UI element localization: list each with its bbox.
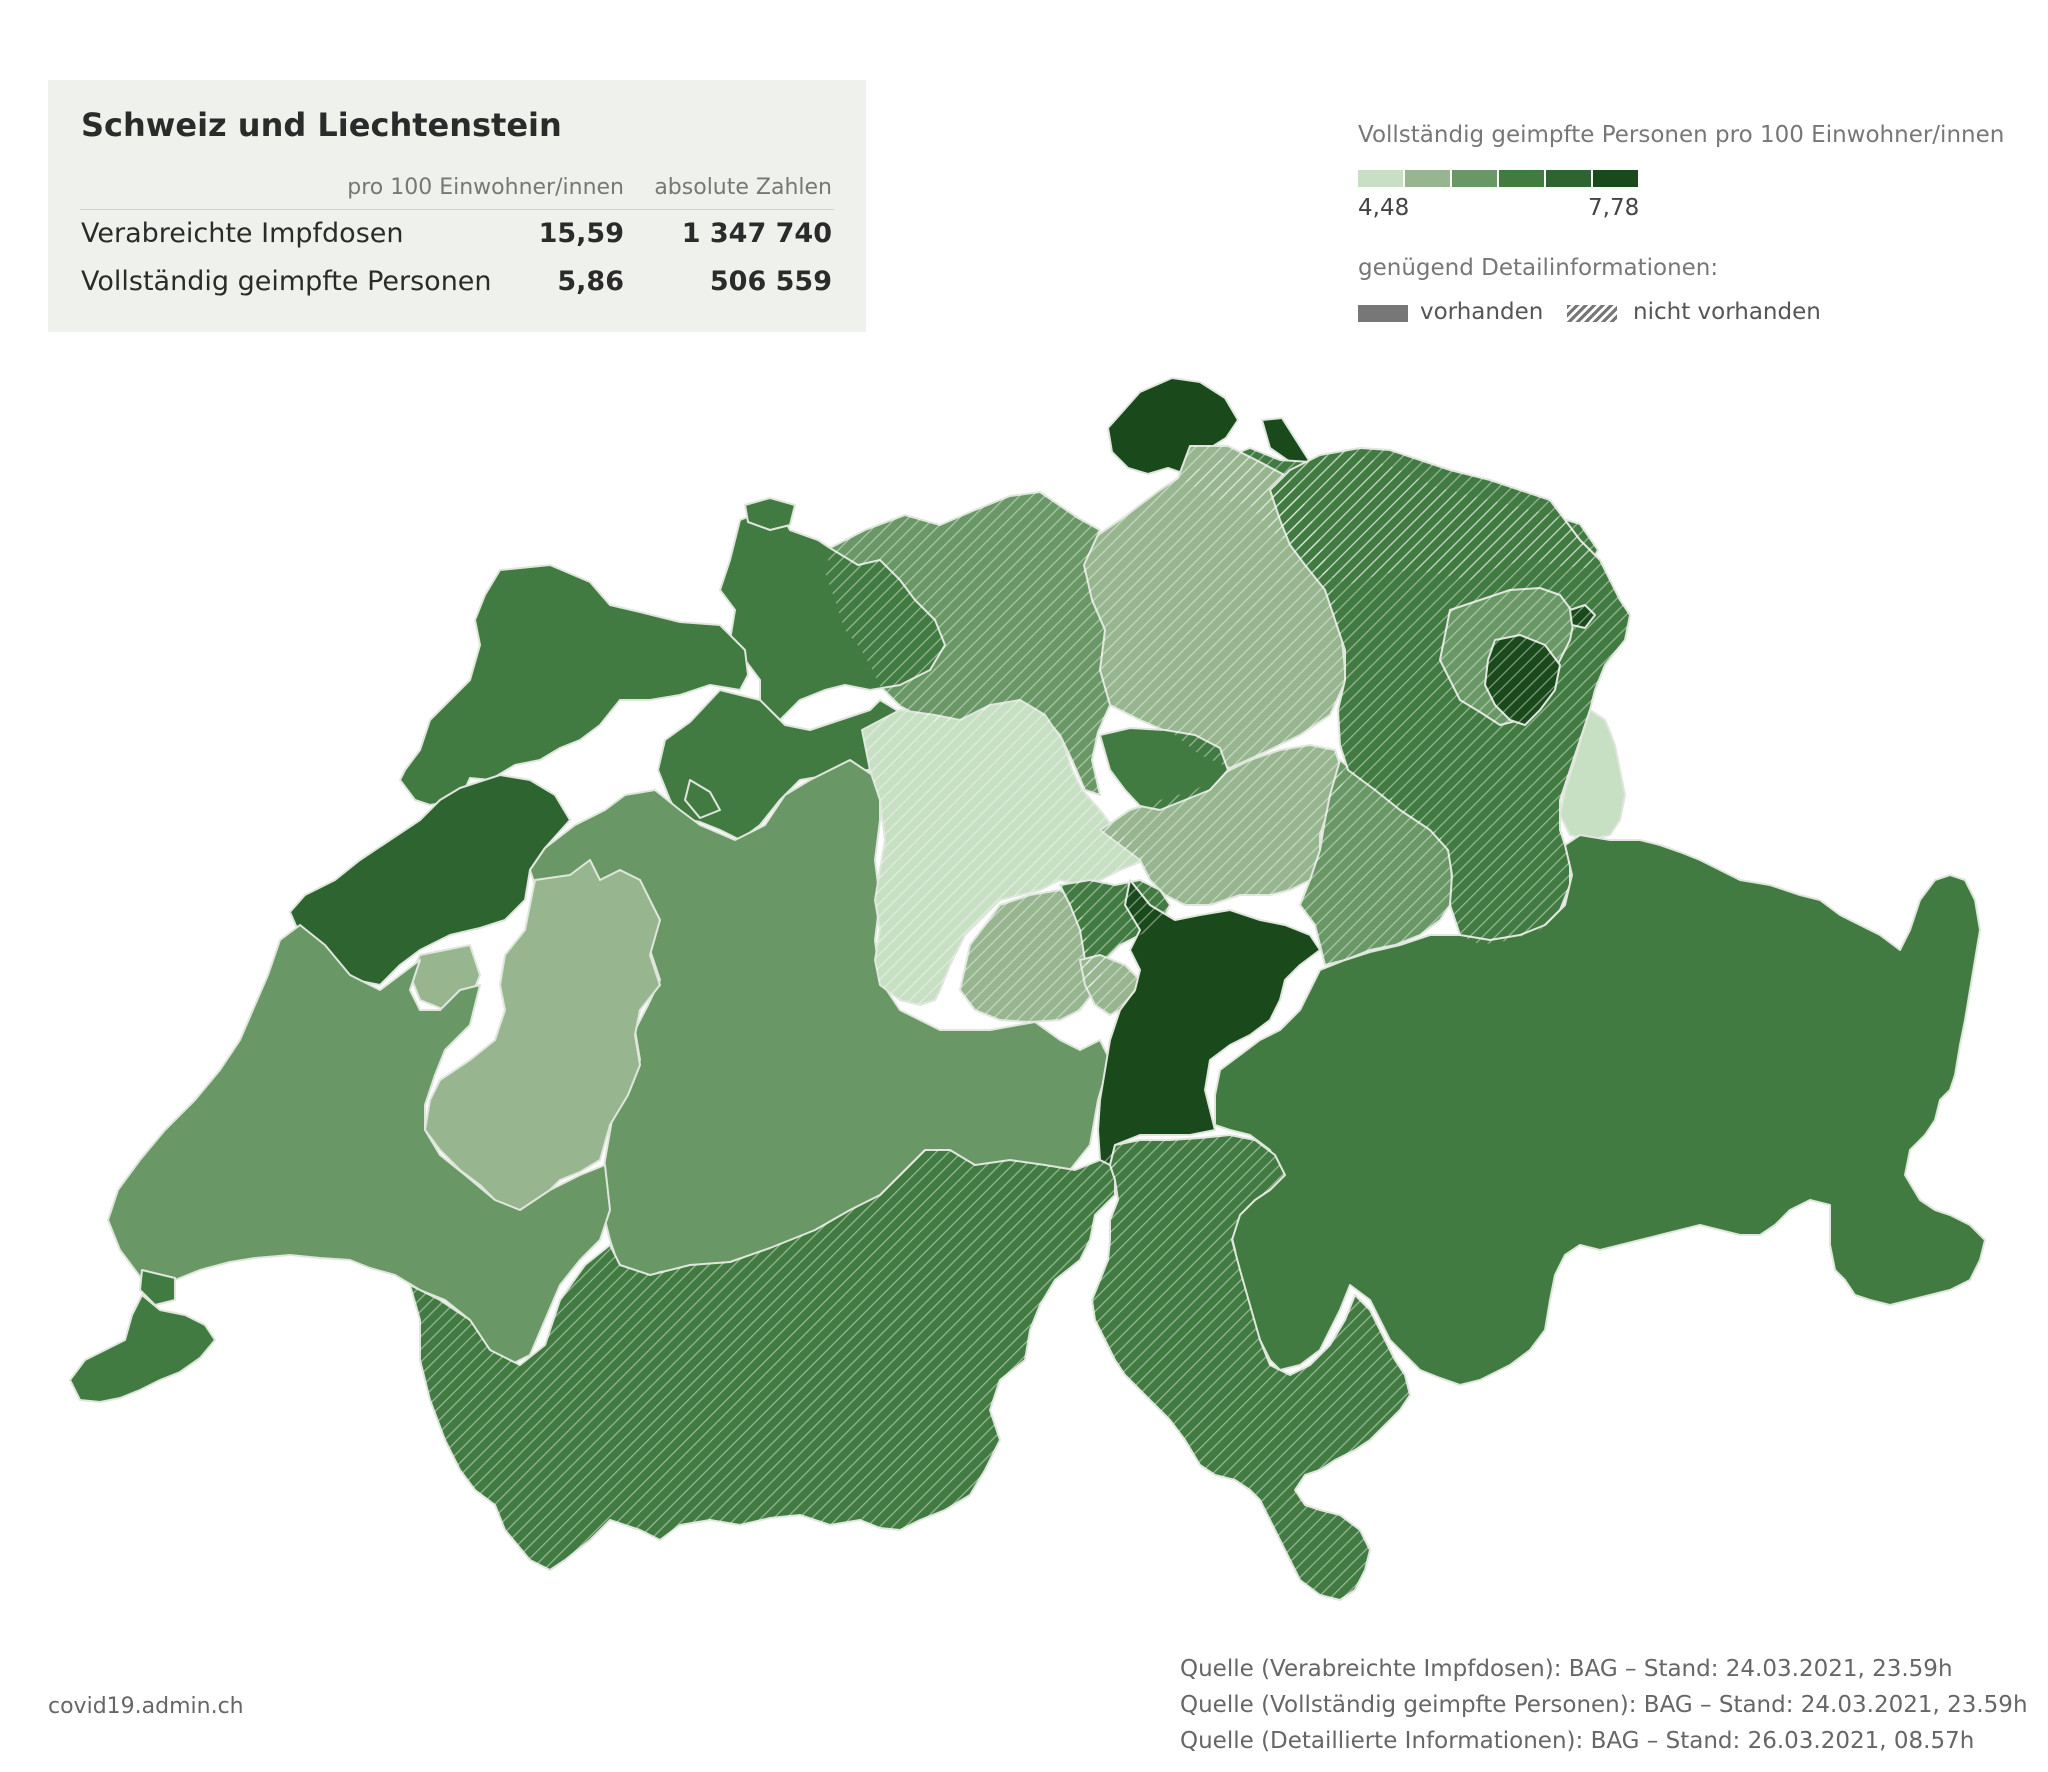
column-header-absolute: absolute Zahlen — [654, 175, 832, 200]
region-BS — [744, 497, 796, 531]
row-label-vaccinated: Vollständig geimpfte Personen — [81, 266, 492, 297]
region-FR — [424, 859, 661, 1211]
row-value-doses-per100: 15,59 — [538, 218, 624, 249]
source-line: Quelle (Vollständig geimpfte Personen): … — [1180, 1692, 2028, 1718]
hatch-overlay — [1270, 448, 1630, 945]
summary-title: Schweiz und Liechtenstein — [81, 106, 562, 144]
detail-not-available-label: nicht vorhanden — [1633, 299, 1821, 325]
region-JU — [399, 564, 749, 806]
header-divider — [80, 209, 834, 210]
region-VD — [107, 924, 611, 1366]
hatch-overlay — [960, 890, 1095, 1022]
scale-step — [1358, 170, 1403, 187]
region-GE — [69, 1294, 216, 1403]
scale-min-label: 4,48 — [1358, 195, 1410, 221]
row-value-vaccinated-per100: 5,86 — [557, 266, 624, 297]
color-scale — [1358, 170, 1640, 187]
scale-step — [1405, 170, 1450, 187]
hatch-overlay — [1300, 760, 1452, 965]
solid-swatch — [1358, 305, 1408, 322]
scale-max-label: 7,78 — [1588, 195, 1640, 221]
scale-step — [1546, 170, 1591, 187]
scale-step — [1499, 170, 1544, 187]
hatch-overlay — [410, 1150, 1118, 1570]
scale-step — [1593, 170, 1638, 187]
summary-box: Schweiz und Liechtenstein pro 100 Einwoh… — [48, 80, 866, 332]
detail-info-title: genügend Detailinformationen: — [1358, 255, 1719, 281]
row-label-doses: Verabreichte Impfdosen — [81, 218, 404, 249]
detail-available-label: vorhanden — [1420, 299, 1544, 325]
source-line: Quelle (Verabreichte Impfdosen): BAG – S… — [1180, 1656, 1953, 1682]
site-url: covid19.admin.ch — [48, 1694, 244, 1719]
hatch-overlay — [862, 700, 1145, 1005]
row-value-doses-absolute: 1 347 740 — [681, 218, 832, 249]
hatched-swatch — [1567, 305, 1617, 322]
source-line: Quelle (Detaillierte Informationen): BAG… — [1180, 1728, 1975, 1754]
hatch-overlay-layer — [410, 446, 1630, 1600]
hatch-overlay — [1100, 745, 1345, 905]
hatch-overlay — [1082, 446, 1346, 768]
scale-step — [1452, 170, 1497, 187]
region-NE — [289, 774, 571, 986]
legend-title: Vollständig geimpfte Personen pro 100 Ei… — [1358, 122, 2005, 148]
hatch-overlay — [1092, 1135, 1410, 1600]
region-GE — [139, 1269, 176, 1306]
column-header-per100: pro 100 Einwohner/innen — [347, 175, 624, 200]
hatch-overlay — [826, 492, 1110, 795]
hatch-overlay — [1080, 955, 1140, 1015]
region-SO — [684, 779, 721, 819]
row-value-vaccinated-absolute: 506 559 — [709, 266, 832, 297]
